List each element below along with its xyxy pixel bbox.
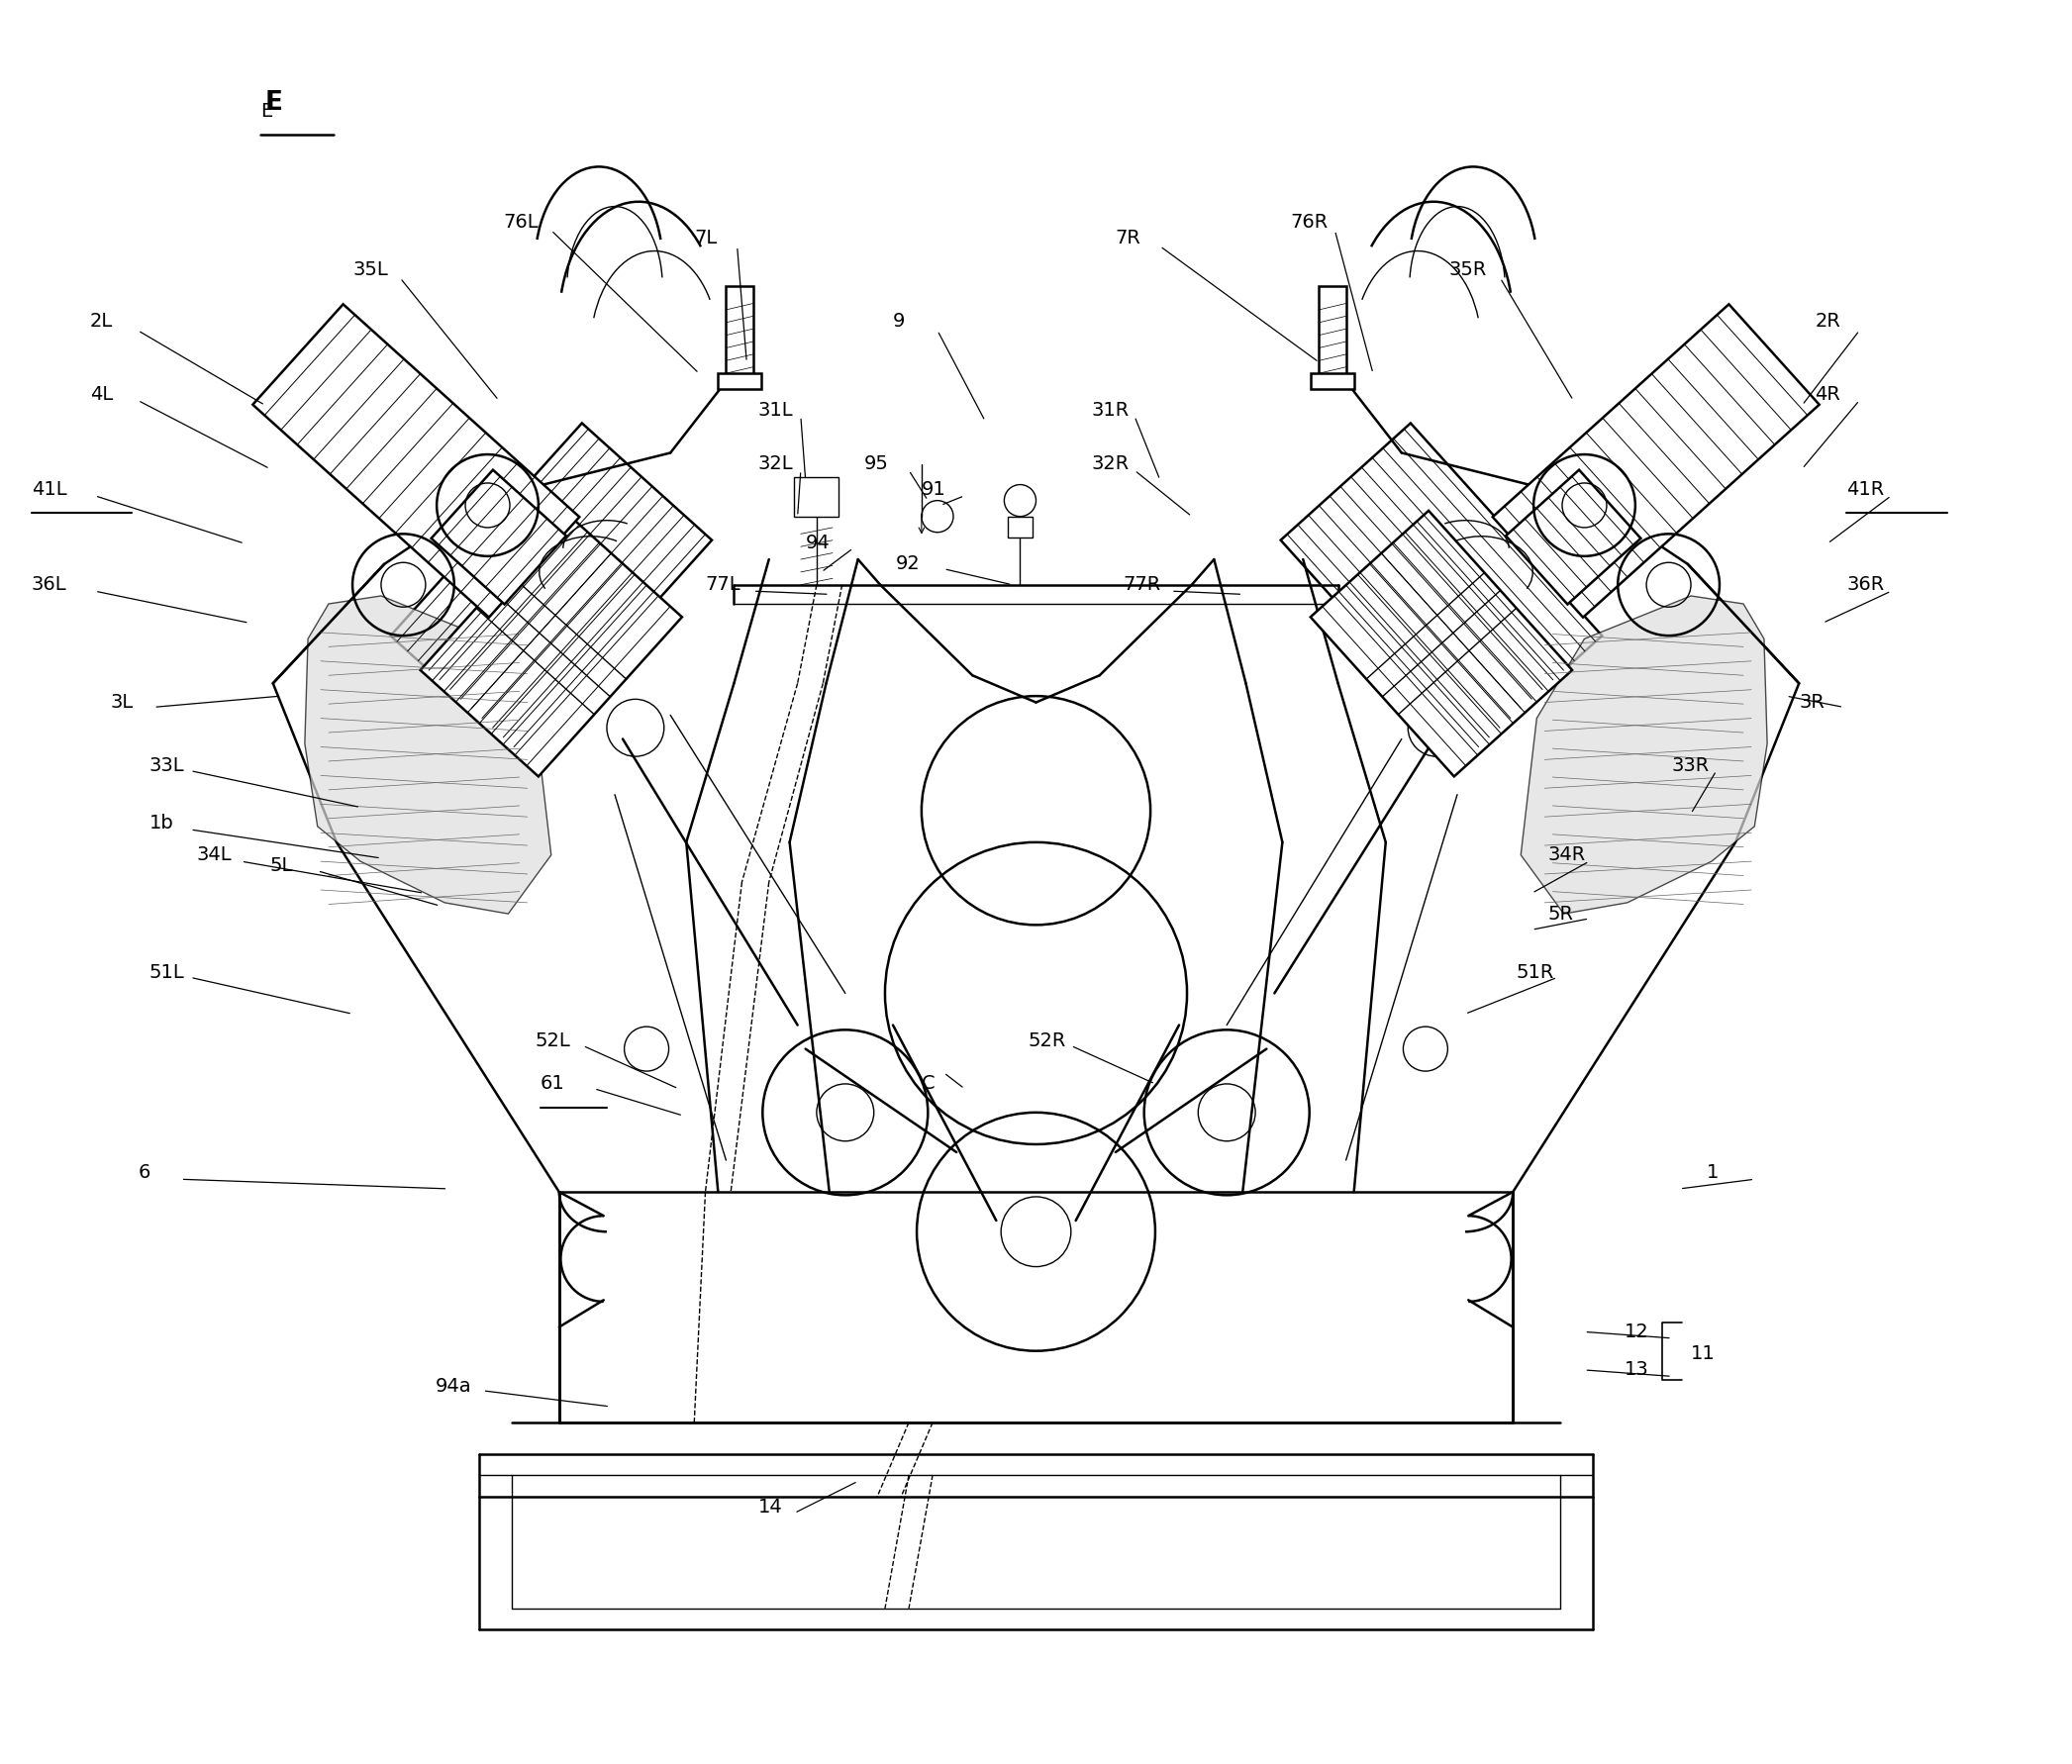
Text: 92: 92 (895, 554, 920, 573)
Text: 76R: 76R (1291, 213, 1328, 231)
Polygon shape (421, 510, 682, 776)
Text: 11: 11 (1691, 1344, 1716, 1364)
Text: 61: 61 (541, 1074, 564, 1094)
Text: 41R: 41R (1846, 480, 1886, 499)
Text: 94: 94 (806, 534, 831, 552)
Text: 5R: 5R (1548, 905, 1573, 923)
Text: 9: 9 (893, 312, 905, 330)
Text: 32L: 32L (758, 455, 794, 473)
Text: 2L: 2L (91, 312, 114, 330)
Polygon shape (1492, 303, 1819, 617)
Text: 31L: 31L (758, 400, 794, 420)
Text: 6: 6 (139, 1164, 149, 1182)
Text: 52L: 52L (535, 1032, 570, 1050)
Text: 14: 14 (758, 1498, 783, 1515)
Text: 13: 13 (1624, 1360, 1649, 1379)
Text: 1b: 1b (149, 813, 174, 833)
Polygon shape (794, 476, 839, 517)
Text: 34L: 34L (197, 845, 232, 864)
Polygon shape (719, 374, 760, 390)
Text: 36L: 36L (31, 575, 66, 594)
Text: 3R: 3R (1798, 693, 1825, 713)
Polygon shape (1506, 469, 1641, 605)
Text: 33R: 33R (1672, 757, 1709, 776)
Polygon shape (1007, 517, 1032, 536)
Text: 77L: 77L (704, 575, 740, 594)
Text: 4R: 4R (1815, 385, 1840, 404)
Polygon shape (1320, 286, 1347, 381)
Text: E: E (261, 102, 271, 120)
Text: 5L: 5L (269, 857, 292, 875)
Polygon shape (431, 469, 566, 605)
Text: 7R: 7R (1115, 229, 1142, 247)
Text: 77R: 77R (1123, 575, 1160, 594)
Text: 2R: 2R (1815, 312, 1840, 330)
Text: 35L: 35L (352, 261, 387, 279)
Text: 33L: 33L (149, 757, 184, 776)
Text: 34R: 34R (1548, 845, 1585, 864)
Text: 1: 1 (1707, 1164, 1720, 1182)
Text: 12: 12 (1624, 1323, 1649, 1341)
Text: 31R: 31R (1092, 400, 1129, 420)
Text: 94a: 94a (435, 1376, 472, 1395)
Polygon shape (1310, 510, 1573, 776)
Text: 91: 91 (922, 480, 947, 499)
Text: 36R: 36R (1846, 575, 1886, 594)
Text: E: E (265, 90, 284, 116)
Text: 52R: 52R (1028, 1032, 1065, 1050)
Text: 41L: 41L (31, 480, 66, 499)
Polygon shape (305, 596, 551, 914)
Polygon shape (253, 303, 580, 617)
Text: 7L: 7L (694, 229, 717, 247)
Text: 51R: 51R (1517, 963, 1554, 983)
Text: 32R: 32R (1092, 455, 1129, 473)
Text: 51L: 51L (149, 963, 184, 983)
Text: 4L: 4L (91, 385, 114, 404)
Text: 95: 95 (864, 455, 889, 473)
Polygon shape (725, 286, 752, 381)
Text: 3L: 3L (110, 693, 135, 713)
Text: C: C (922, 1074, 934, 1094)
Polygon shape (1280, 423, 1602, 753)
Text: 76L: 76L (503, 213, 539, 231)
Polygon shape (1521, 596, 1767, 914)
Polygon shape (390, 423, 713, 753)
Text: 35R: 35R (1448, 261, 1488, 279)
Polygon shape (1312, 374, 1353, 390)
